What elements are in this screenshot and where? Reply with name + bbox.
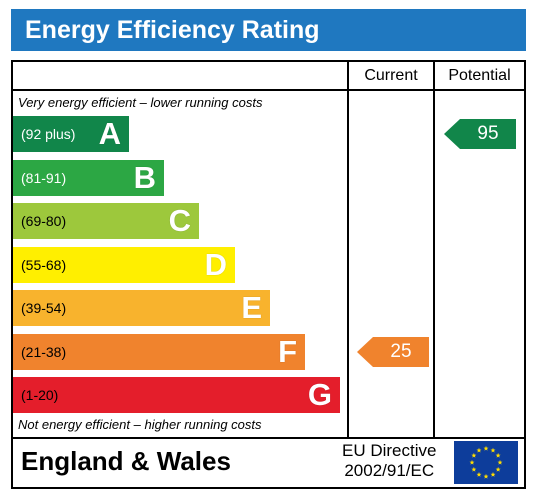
current-column-header: Current: [364, 67, 418, 84]
potential-column-divider: [433, 60, 435, 439]
potential-rating-arrow: 95: [444, 119, 516, 149]
eu-flag-star: [490, 472, 496, 477]
potential-rating-value: 95: [477, 123, 499, 144]
band-range-label: (1-20): [21, 387, 59, 403]
efficient-note: Very energy efficient – lower running co…: [18, 95, 263, 110]
eu-flag-star: [495, 466, 501, 472]
current-column-divider: [347, 60, 349, 439]
band-range-label: (55-68): [21, 257, 67, 273]
rating-band-c: (69-80) C: [13, 203, 199, 239]
eu-flag-star: [483, 445, 489, 451]
band-letter: A: [98, 116, 121, 151]
region-label: England & Wales: [21, 446, 231, 476]
eu-flag-star: [476, 472, 482, 477]
directive-line-1: EU Directive: [342, 441, 437, 460]
eu-directive: EU Directive 2002/91/EC: [342, 441, 436, 481]
rating-band-g: (1-20) G: [13, 377, 340, 413]
title-bar: Energy Efficiency Rating: [11, 9, 526, 51]
potential-column-header: Potential: [448, 67, 511, 84]
band-letter: B: [133, 160, 156, 195]
eu-flag-icon: [454, 441, 518, 484]
header-divider: [11, 89, 526, 91]
rating-band-d: (55-68) D: [13, 247, 235, 283]
band-letter: D: [204, 247, 227, 282]
eu-flag-star: [483, 473, 489, 479]
current-rating-value: 25: [390, 341, 412, 362]
band-range-label: (69-80): [21, 213, 67, 229]
footer: England & Wales EU Directive 2002/91/EC: [11, 437, 526, 489]
inefficient-note: Not energy efficient – higher running co…: [18, 417, 262, 432]
band-range-label: (39-54): [21, 300, 67, 316]
band-range-label: (81-91): [21, 170, 67, 186]
eu-flag-star: [476, 447, 482, 453]
eu-flag-star: [497, 459, 503, 465]
band-letter: F: [278, 334, 297, 369]
eu-flag-star: [469, 459, 475, 465]
band-letter: G: [307, 377, 332, 412]
eu-flag-star: [495, 452, 501, 458]
rating-band-f: (21-38) F: [13, 334, 305, 370]
band-letter: C: [168, 203, 191, 238]
rating-band-a: (92 plus) A: [13, 116, 129, 152]
eu-flag-star: [471, 452, 477, 458]
rating-chart-frame: [11, 60, 526, 439]
band-range-label: (92 plus): [21, 126, 76, 142]
eu-flag-star: [490, 447, 496, 453]
directive-line-2: 2002/91/EC: [344, 461, 435, 480]
eu-flag-star: [471, 466, 477, 472]
band-letter: E: [241, 290, 262, 325]
page-title: Energy Efficiency Rating: [25, 16, 320, 44]
rating-band-e: (39-54) E: [13, 290, 270, 326]
rating-band-b: (81-91) B: [13, 160, 164, 196]
band-range-label: (21-38): [21, 344, 67, 360]
current-rating-arrow: 25: [357, 337, 429, 367]
